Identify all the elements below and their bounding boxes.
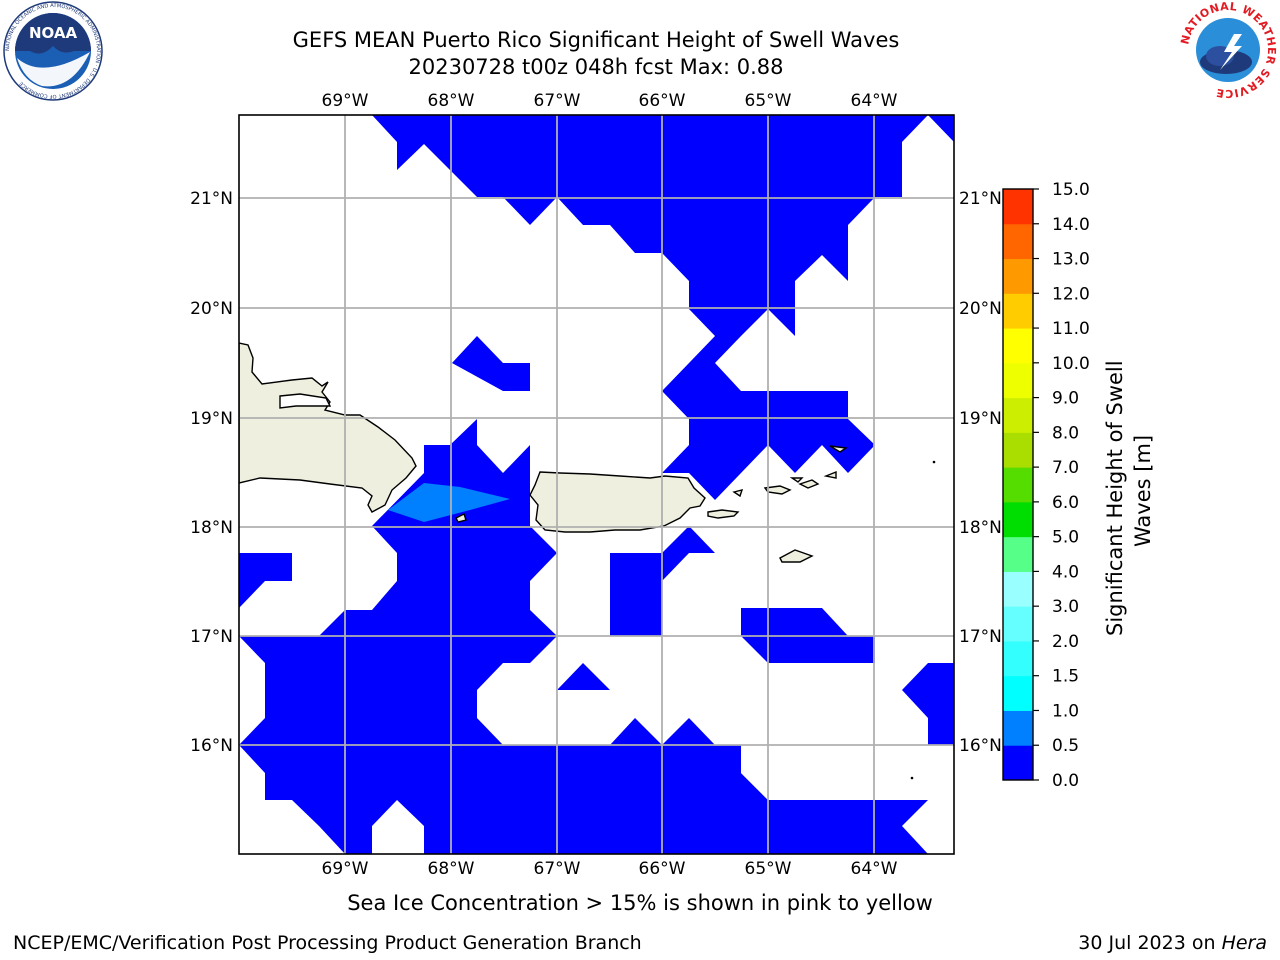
lat-labels-right: 21°N 20°N 19°N 18°N 17°N 16°N [959,189,1002,756]
lon-label: 69°W [322,91,369,111]
colorbar-tick-label: 7.0 [1052,458,1079,478]
colorbar-tick-label: 6.0 [1052,493,1079,513]
lon-labels-top: 69°W 68°W 67°W 66°W 65°W 64°W [322,91,898,111]
noaa-logo-icon: NOAA NATIONAL OCEANIC AND ATMOSPHERIC AD… [3,1,103,101]
lon-label: 67°W [534,91,581,111]
colorbar-segment [1003,258,1033,294]
colorbar-tick-label: 12.0 [1052,284,1090,304]
colorbar-tick-label: 11.0 [1052,319,1090,339]
colorbar-tick-label: 4.0 [1052,562,1079,582]
colorbar-segment [1003,536,1033,572]
colorbar-title-line1: Significant Height of Swell [1103,360,1127,636]
sea-ice-note: Sea Ice Concentration > 15% is shown in … [347,891,933,915]
lon-label: 64°W [851,91,898,111]
lon-label: 68°W [428,859,475,879]
colorbar-segment [1003,606,1033,642]
lon-label: 67°W [534,859,581,879]
swell-contour-0.5-1.0 [388,483,510,522]
colorbar-segment [1003,467,1033,503]
colorbar-segment [1003,745,1033,781]
map-gridlines [239,115,954,854]
colorbar-segment [1003,710,1033,746]
footer-date-text: 30 Jul 2023 on [1078,932,1216,954]
colorbar-tick-label: 10.0 [1052,354,1090,374]
lat-label: 19°N [959,409,1002,429]
lon-label: 65°W [745,91,792,111]
colorbar: 0.0 0.5 1.0 1.5 2.0 3.0 4.0 5.0 6.0 7.0 8.0 9.0 10.0… [1002,180,1090,791]
noaa-logo-text: NOAA [29,24,78,42]
lon-label: 65°W [745,859,792,879]
colorbar-segment [1003,571,1033,607]
lat-label: 16°N [190,736,233,756]
colorbar-segment [1003,675,1033,711]
lat-label: 19°N [190,409,233,429]
lon-label: 66°W [639,859,686,879]
chart-subtitle: 20230728 t00z 048h fcst Max: 0.88 [408,55,784,79]
footer-date: 30 Jul 2023 on Hera [1078,932,1267,954]
lat-label: 20°N [190,299,233,319]
colorbar-segment [1003,432,1033,468]
chart-title: GEFS MEAN Puerto Rico Significant Height… [292,28,900,52]
colorbar-tick-label: 0.5 [1052,736,1079,756]
lat-label: 18°N [190,518,233,538]
lat-label: 21°N [190,189,233,209]
lat-label: 16°N [959,736,1002,756]
lon-label: 64°W [851,859,898,879]
colorbar-segment [1003,328,1033,364]
map-area [239,115,954,854]
colorbar-segment [1003,640,1033,677]
colorbar-tick-label: 2.0 [1052,632,1079,652]
colorbar-tick-label: 0.0 [1052,771,1079,791]
lat-label: 17°N [190,627,233,647]
colorbar-tick-label: 9.0 [1052,389,1079,409]
colorbar-title-line2: Waves [m] [1131,435,1155,547]
colorbar-tick-label: 1.5 [1052,667,1079,687]
lat-label: 20°N [959,299,1002,319]
colorbar-segment [1003,397,1033,433]
colorbar-tick-label: 15.0 [1052,180,1090,200]
colorbar-tick-label: 8.0 [1052,423,1079,443]
lon-label: 68°W [428,91,475,111]
map-frame [238,114,955,855]
lon-labels-bottom: 69°W 68°W 67°W 66°W 65°W 64°W [322,859,898,879]
colorbar-segment [1003,223,1033,260]
colorbar-segment [1003,293,1033,329]
nws-logo-icon: NATIONAL WEATHER SERVICE [1178,0,1277,100]
lat-label: 17°N [959,627,1002,647]
footer-branch: NCEP/EMC/Verification Post Processing Pr… [13,932,642,954]
colorbar-tick-label: 3.0 [1052,597,1079,617]
colorbar-tick-label: 5.0 [1052,528,1079,548]
lon-label: 69°W [322,859,369,879]
footer-host: Hera [1221,932,1267,954]
colorbar-segment [1003,362,1033,399]
colorbar-frame [1002,188,1034,781]
lat-label: 18°N [959,518,1002,538]
lon-label: 66°W [639,91,686,111]
colorbar-tick-label: 1.0 [1052,701,1079,721]
colorbar-tick-label: 13.0 [1052,250,1090,270]
lat-label: 21°N [959,189,1002,209]
colorbar-tick-label: 14.0 [1052,215,1090,235]
lat-labels-left: 21°N 20°N 19°N 18°N 17°N 16°N [190,189,233,756]
colorbar-segment [1003,189,1033,225]
colorbar-segment [1003,501,1033,538]
